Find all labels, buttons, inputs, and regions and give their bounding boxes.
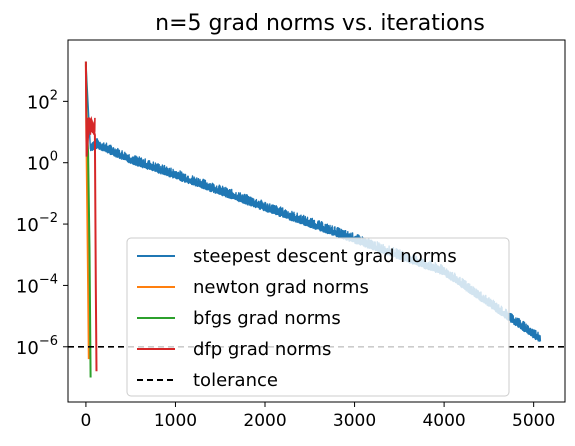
chart-title: n=5 grad norms vs. iterations [155, 11, 485, 36]
legend-label: dfp grad norms [193, 339, 331, 360]
y-tick-label: 100 [27, 150, 58, 175]
legend-label: steepest descent grad norms [193, 246, 457, 267]
x-axis: 0 1000 2000 3000 4000 5000 [80, 402, 555, 431]
y-axis: 102 100 10−2 10−4 10−6 [16, 88, 68, 359]
y-tick-label: 10−2 [16, 211, 58, 236]
legend: steepest descent grad norms newton grad n… [126, 237, 510, 397]
y-tick-label: 10−6 [16, 334, 58, 359]
legend-label: tolerance [193, 370, 278, 391]
legend-box [126, 237, 510, 397]
x-tick-label: 5000 [512, 411, 555, 431]
x-tick-label: 1000 [154, 411, 197, 431]
x-tick-label: 3000 [333, 411, 376, 431]
x-tick-label: 4000 [422, 411, 465, 431]
x-tick-label: 0 [80, 411, 91, 431]
series-dfp-noise [86, 117, 96, 135]
legend-label: bfgs grad norms [193, 308, 341, 329]
plot-frame [67, 39, 566, 403]
y-tick-label: 102 [27, 88, 58, 113]
x-tick-label: 2000 [243, 411, 286, 431]
legend-label: newton grad norms [193, 277, 369, 298]
y-tick-label: 10−4 [16, 272, 58, 297]
